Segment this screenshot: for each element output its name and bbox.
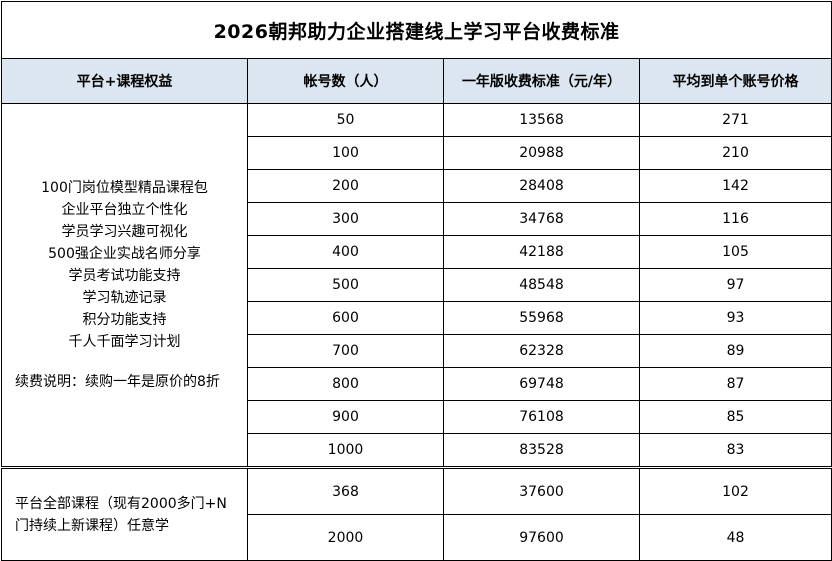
unit-price-cell: 83	[638, 433, 832, 468]
annual-price-cell: 69748	[443, 367, 640, 401]
table-row: 900 76108 85	[2, 400, 832, 434]
renewal-note: 续费说明：续购一年是原价的8折	[15, 374, 220, 390]
benefit-item: 100门岗位模型精品课程包	[41, 180, 208, 196]
annual-price-cell: 34768	[443, 202, 640, 236]
header-annual-price: 一年版收费标准（元/年）	[443, 58, 640, 104]
unit-price-cell: 105	[638, 235, 832, 269]
benefit-item: 千人千面学习计划	[68, 334, 181, 350]
annual-price-cell: 83528	[443, 433, 640, 468]
table-row: 1000 83528 83	[2, 433, 832, 468]
table-row: 300 34768 116	[2, 202, 832, 236]
full-package-label-line1: 平台全部课程（现有2000多门+N	[15, 495, 227, 512]
table-row: 400 42188 105	[2, 235, 832, 269]
accounts-cell: 300	[247, 202, 444, 236]
unit-price-cell: 48	[638, 514, 832, 561]
header-accounts: 帐号数（人）	[247, 58, 444, 104]
benefit-item: 学员学习兴趣可视化	[61, 224, 188, 240]
header-unit-price: 平均到单个账号价格	[638, 58, 832, 104]
table-row: 600 55968 93	[2, 301, 832, 335]
page-title: 2026朝邦助力企业搭建线上学习平台收费标准	[0, 1, 832, 59]
unit-price-cell: 87	[638, 367, 832, 401]
unit-price-cell: 93	[638, 301, 832, 335]
annual-price-cell: 76108	[443, 400, 640, 434]
benefit-item: 学习轨迹记录	[82, 290, 167, 306]
accounts-cell: 50	[247, 103, 444, 137]
header-row: 平台+课程权益 帐号数（人） 一年版收费标准（元/年） 平均到单个账号价格	[1, 58, 832, 104]
unit-price-cell: 116	[638, 202, 832, 236]
unit-price-cell: 210	[638, 136, 832, 170]
unit-price-cell: 271	[638, 103, 832, 137]
table-row: 100门岗位模型精品课程包 企业平台独立个性化 学员学习兴趣可视化 500强企业…	[1, 103, 832, 468]
accounts-cell: 400	[247, 235, 444, 269]
table-row: 500 48548 97	[2, 268, 832, 302]
annual-price-cell: 13568	[443, 103, 640, 137]
accounts-cell: 368	[247, 466, 444, 515]
accounts-cell: 2000	[247, 514, 444, 561]
unit-price-cell: 102	[638, 466, 832, 515]
full-package-label-line2: 门持续上新课程）任意学	[15, 517, 169, 534]
annual-price-cell: 42188	[443, 235, 640, 269]
full-package-cell: 平台全部课程（现有2000多门+N 门持续上新课程）任意学	[1, 466, 248, 561]
unit-price-cell: 85	[638, 400, 832, 434]
accounts-cell: 700	[247, 334, 444, 368]
benefit-item: 500强企业实战名师分享	[48, 246, 201, 262]
annual-price-cell: 62328	[443, 334, 640, 368]
unit-price-cell: 97	[638, 268, 832, 302]
accounts-cell: 500	[247, 268, 444, 302]
table-row: 2000 97600 48	[2, 514, 832, 561]
annual-price-cell: 55968	[443, 301, 640, 335]
accounts-cell: 200	[247, 169, 444, 203]
benefit-item: 学员考试功能支持	[68, 268, 181, 284]
benefits-cell: 100门岗位模型精品课程包 企业平台独立个性化 学员学习兴趣可视化 500强企业…	[1, 103, 248, 468]
annual-price-cell: 37600	[443, 466, 640, 515]
accounts-cell: 800	[247, 367, 444, 401]
accounts-cell: 1000	[247, 433, 444, 468]
unit-price-cell: 89	[638, 334, 832, 368]
accounts-cell: 900	[247, 400, 444, 434]
accounts-cell: 600	[247, 301, 444, 335]
annual-price-cell: 20988	[443, 136, 640, 170]
table-row: 700 62328 89	[2, 334, 832, 368]
benefit-item: 企业平台独立个性化	[61, 202, 188, 218]
table-row: 平台全部课程（现有2000多门+N 门持续上新课程）任意学 368 37600 …	[1, 466, 832, 561]
unit-price-cell: 142	[638, 169, 832, 203]
header-benefits: 平台+课程权益	[1, 58, 248, 104]
annual-price-cell: 97600	[443, 514, 640, 561]
benefit-item: 积分功能支持	[82, 312, 167, 328]
table-row: 200 28408 142	[2, 169, 832, 203]
annual-price-cell: 28408	[443, 169, 640, 203]
table-row: 800 69748 87	[2, 367, 832, 401]
accounts-cell: 100	[247, 136, 444, 170]
annual-price-cell: 48548	[443, 268, 640, 302]
table-row: 100 20988 210	[2, 136, 832, 170]
